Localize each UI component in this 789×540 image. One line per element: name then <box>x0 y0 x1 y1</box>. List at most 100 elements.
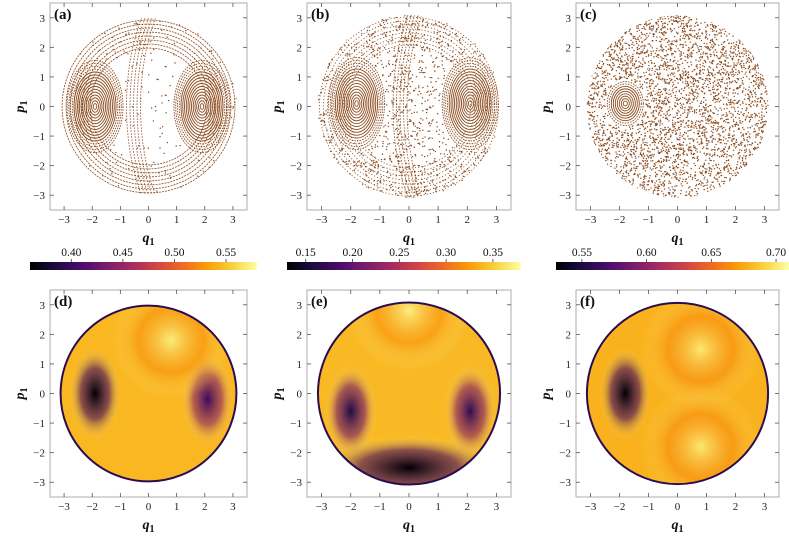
chaotic-point <box>666 23 669 26</box>
chaotic-point <box>729 55 732 58</box>
chaotic-point <box>345 160 347 163</box>
chaotic-point <box>608 52 610 54</box>
chaotic-point <box>668 109 671 111</box>
chaotic-point <box>593 133 596 135</box>
chaotic-point <box>150 165 152 167</box>
chaotic-point <box>605 159 607 162</box>
chaotic-point <box>666 53 668 56</box>
chaotic-point <box>742 135 745 137</box>
chaotic-point <box>650 132 652 134</box>
chaotic-point <box>161 132 163 135</box>
chaotic-point <box>665 118 667 120</box>
chaotic-point <box>621 144 624 147</box>
chaotic-point <box>438 21 440 24</box>
chaotic-point <box>691 82 693 84</box>
chaotic-point <box>136 147 139 149</box>
chaotic-point <box>666 141 668 144</box>
chaotic-point <box>603 90 605 93</box>
chaotic-point <box>428 137 430 140</box>
chaotic-point <box>604 113 607 115</box>
x-tick-label: 1 <box>174 501 180 513</box>
chaotic-point <box>588 123 591 126</box>
chaotic-point <box>691 176 694 179</box>
chaotic-point <box>641 50 643 53</box>
chaotic-point <box>668 40 670 43</box>
chaotic-point <box>728 127 731 130</box>
chaotic-point <box>645 121 648 124</box>
chaotic-point <box>755 133 757 136</box>
chaotic-point <box>718 72 720 74</box>
chaotic-point <box>672 131 674 134</box>
chaotic-point <box>710 184 712 186</box>
chaotic-point <box>597 141 600 144</box>
chaotic-point <box>438 25 441 27</box>
chaotic-point <box>733 51 735 53</box>
chaotic-point <box>330 139 333 141</box>
chaotic-point <box>628 180 630 182</box>
chaotic-point <box>383 158 386 161</box>
chaotic-point <box>589 118 591 120</box>
panel-label: (d) <box>54 294 72 310</box>
y-tick-label: 3 <box>40 300 46 312</box>
chaotic-point <box>756 115 759 117</box>
chaotic-point <box>455 32 458 35</box>
chaotic-point <box>728 180 731 182</box>
chaotic-point <box>696 138 698 140</box>
chaotic-point <box>594 144 597 146</box>
chaotic-point <box>602 134 604 137</box>
chaotic-point <box>483 150 486 152</box>
chaotic-point <box>415 87 417 90</box>
chaotic-point <box>678 126 680 129</box>
chaotic-point <box>610 159 612 162</box>
chaotic-point <box>687 176 690 178</box>
chaotic-point <box>703 115 705 117</box>
chaotic-point <box>727 62 729 64</box>
chaotic-point <box>667 150 669 152</box>
chaotic-point <box>757 146 760 149</box>
chaotic-point <box>727 74 730 77</box>
chaotic-point <box>743 128 745 131</box>
chaotic-point <box>724 162 726 164</box>
chaotic-point <box>434 150 437 153</box>
chaotic-point <box>413 57 416 59</box>
chaotic-point <box>706 153 708 155</box>
chaotic-point <box>125 52 127 54</box>
chaotic-point <box>663 61 666 63</box>
chaotic-point <box>643 148 645 150</box>
chaotic-point <box>758 85 761 87</box>
chaotic-point <box>373 36 376 38</box>
chaotic-point <box>652 192 654 194</box>
chaotic-point <box>730 74 733 76</box>
chaotic-point <box>113 144 115 147</box>
chaotic-point <box>434 22 437 25</box>
chaotic-point <box>606 74 608 76</box>
chaotic-point <box>640 85 643 88</box>
chaotic-point <box>679 25 682 27</box>
chaotic-point <box>671 123 674 126</box>
chaotic-point <box>734 123 737 126</box>
chaotic-point <box>473 163 475 165</box>
chaotic-point <box>674 51 677 53</box>
chaotic-point <box>667 75 669 77</box>
chaotic-point <box>616 42 619 44</box>
chaotic-point <box>454 175 457 177</box>
chaotic-point <box>751 55 754 57</box>
chaotic-point <box>762 105 764 108</box>
chaotic-point <box>758 120 760 122</box>
chaotic-point <box>366 42 368 44</box>
chaotic-point <box>613 144 615 147</box>
chaotic-point <box>615 144 618 146</box>
chaotic-point <box>687 76 689 79</box>
chaotic-point <box>689 146 692 149</box>
chaotic-point <box>455 145 458 148</box>
chaotic-point <box>686 26 689 28</box>
chaotic-point <box>755 79 758 81</box>
chaotic-point <box>661 33 664 35</box>
chaotic-point <box>337 53 340 55</box>
chaotic-point <box>681 29 684 32</box>
chaotic-point <box>681 44 683 46</box>
chaotic-point <box>709 167 712 169</box>
chaotic-point <box>728 101 730 104</box>
chaotic-point <box>622 155 624 157</box>
chaotic-point <box>682 44 685 46</box>
